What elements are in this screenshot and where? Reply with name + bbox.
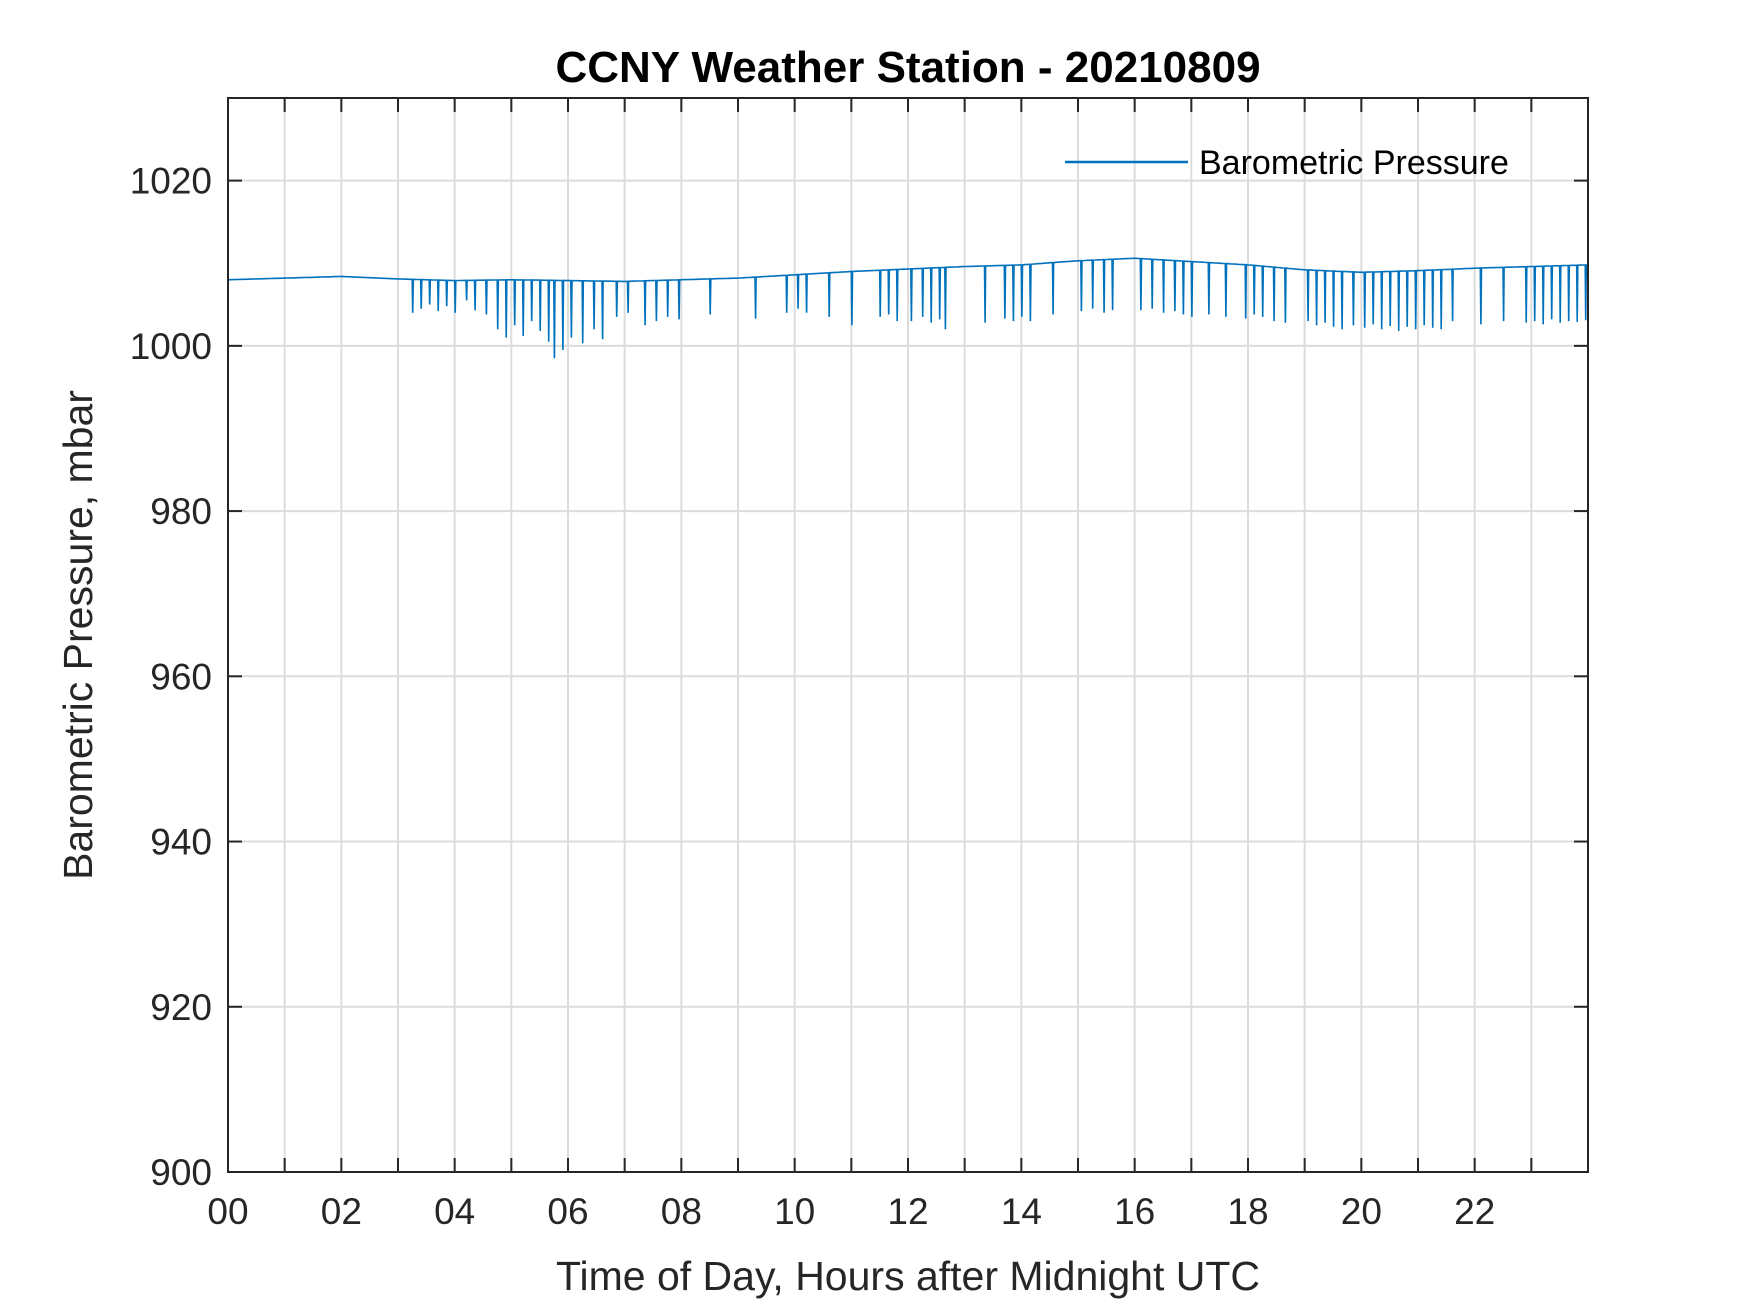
x-tick-label: 22: [1454, 1191, 1495, 1232]
y-tick-label: 980: [150, 491, 212, 532]
legend-label-barometric-pressure: Barometric Pressure: [1199, 144, 1509, 182]
barometric-pressure-line: [227, 257, 1589, 359]
x-tick-label: 02: [321, 1191, 362, 1232]
y-tick-label: 1000: [130, 326, 212, 367]
legend: Barometric Pressure: [1065, 144, 1509, 182]
y-axis-label: Barometric Pressure, mbar: [55, 390, 101, 880]
x-axis-label: Time of Day, Hours after Midnight UTC: [556, 1253, 1260, 1299]
x-tick-labels: 00 02 04 06 08 10 12 14 16 18 20 22: [207, 1191, 1495, 1232]
x-tick-label: 16: [1114, 1191, 1155, 1232]
y-tick-label: 900: [150, 1152, 212, 1193]
y-tick-label: 1020: [130, 161, 212, 202]
x-tick-label: 12: [887, 1191, 928, 1232]
x-tick-label: 20: [1341, 1191, 1382, 1232]
x-tick-label: 06: [547, 1191, 588, 1232]
y-tick-label: 920: [150, 987, 212, 1028]
y-tick-label: 940: [150, 822, 212, 863]
grid: [228, 98, 1588, 1172]
series-barometric-pressure: [227, 257, 1589, 359]
y-tick-label: 960: [150, 656, 212, 697]
x-tick-label: 08: [661, 1191, 702, 1232]
x-tick-label: 10: [774, 1191, 815, 1232]
x-tick-label: 00: [207, 1191, 248, 1232]
axes-box: [227, 97, 1589, 1173]
ticks: [228, 98, 1588, 1173]
x-tick-label: 04: [434, 1191, 475, 1232]
y-tick-labels: 900 920 940 960 980 1000 1020: [130, 161, 212, 1193]
x-tick-label: 14: [1001, 1191, 1042, 1232]
chart-title: CCNY Weather Station - 20210809: [555, 43, 1260, 92]
x-tick-label: 18: [1227, 1191, 1268, 1232]
